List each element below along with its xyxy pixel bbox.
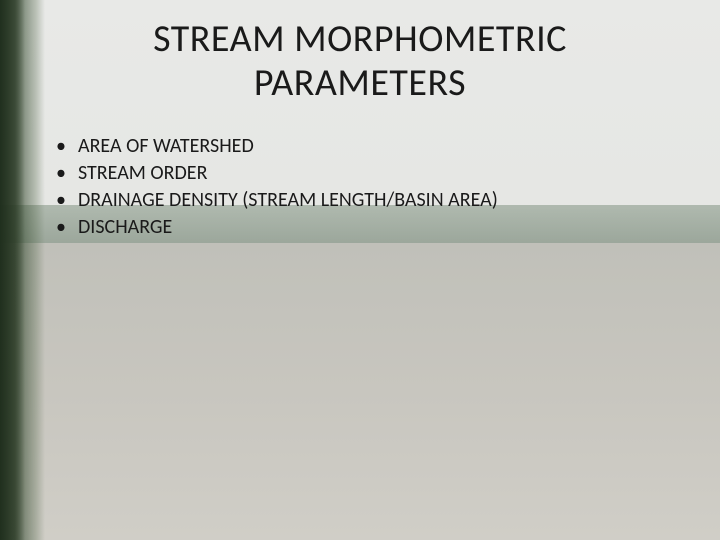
bullet-text: DISCHARGE — [78, 215, 172, 239]
list-item: STREAM ORDER — [50, 160, 720, 187]
slide-content: STREAM MORPHOMETRIC PARAMETERS AREA OF W… — [0, 0, 720, 540]
list-item: DISCHARGE — [50, 214, 720, 241]
list-item: AREA OF WATERSHED — [50, 133, 720, 160]
bullet-text: DRAINAGE DENSITY (STREAM LENGTH/BASIN AR… — [78, 188, 498, 212]
bullet-list: AREA OF WATERSHED STREAM ORDER DRAINAGE … — [0, 133, 720, 241]
title-line-1: STREAM MORPHOMETRIC — [153, 16, 567, 62]
slide-title: STREAM MORPHOMETRIC PARAMETERS — [0, 0, 720, 105]
list-item: DRAINAGE DENSITY (STREAM LENGTH/BASIN AR… — [50, 187, 720, 214]
title-line-2: PARAMETERS — [254, 60, 466, 106]
bullet-text: AREA OF WATERSHED — [78, 134, 254, 158]
bullet-text: STREAM ORDER — [78, 161, 207, 185]
